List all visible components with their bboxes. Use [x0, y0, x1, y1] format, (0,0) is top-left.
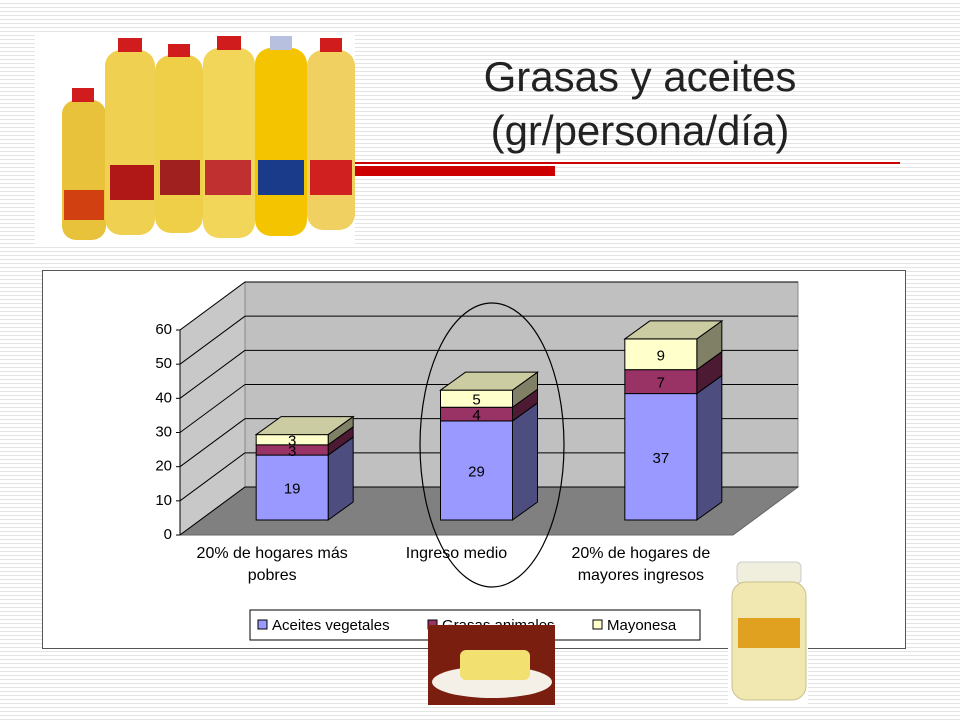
data-label: 3 [288, 443, 296, 460]
bar-side [696, 374, 723, 521]
legend-label: Aceites vegetales [272, 617, 390, 634]
y-tick-label: 60 [155, 321, 172, 338]
grid-line [179, 281, 246, 331]
x-tick-label: 20% de hogares más pobres [196, 545, 348, 584]
y-tick-label: 50 [155, 355, 172, 372]
data-label: 19 [284, 481, 301, 498]
legend-label: Mayonesa [607, 617, 677, 634]
data-label: 5 [472, 392, 480, 409]
y-tick-label: 40 [155, 389, 172, 406]
slide-title: Grasas y aceites (gr/persona/día) [483, 53, 797, 154]
data-label: 29 [468, 463, 485, 480]
bar-top [623, 320, 724, 340]
data-label: 7 [657, 375, 665, 392]
bottles [62, 36, 355, 240]
data-label: 4 [472, 407, 480, 424]
legend-label: Grasas animales [442, 617, 555, 634]
grid-line [179, 418, 246, 468]
grid-line [179, 384, 246, 433]
bar-top [254, 416, 355, 436]
y-tick-label: 0 [164, 526, 172, 543]
bar-side [512, 401, 538, 521]
grid-line [179, 486, 246, 536]
title-rule [355, 162, 900, 164]
bar [624, 393, 698, 521]
grid-line [179, 452, 246, 502]
data-label: 3 [288, 433, 296, 450]
legend-swatch [257, 619, 268, 630]
highlight-ellipse [419, 302, 565, 588]
legend-swatch [592, 619, 603, 630]
data-label: 9 [657, 347, 665, 364]
title-rule-block [355, 166, 555, 176]
y-tick-label: 20 [155, 458, 172, 475]
grid-line [179, 349, 246, 399]
x-tick-label: 20% de hogares de mayores ingresos [571, 545, 711, 584]
x-tick-label: Ingreso medio [405, 545, 508, 562]
bar-top [438, 371, 540, 391]
bar [255, 454, 329, 521]
legend-swatch [427, 619, 438, 630]
y-tick-label: 10 [155, 492, 172, 509]
data-label: 37 [652, 450, 669, 467]
grid-line [179, 315, 246, 365]
y-tick-label: 30 [155, 423, 172, 440]
